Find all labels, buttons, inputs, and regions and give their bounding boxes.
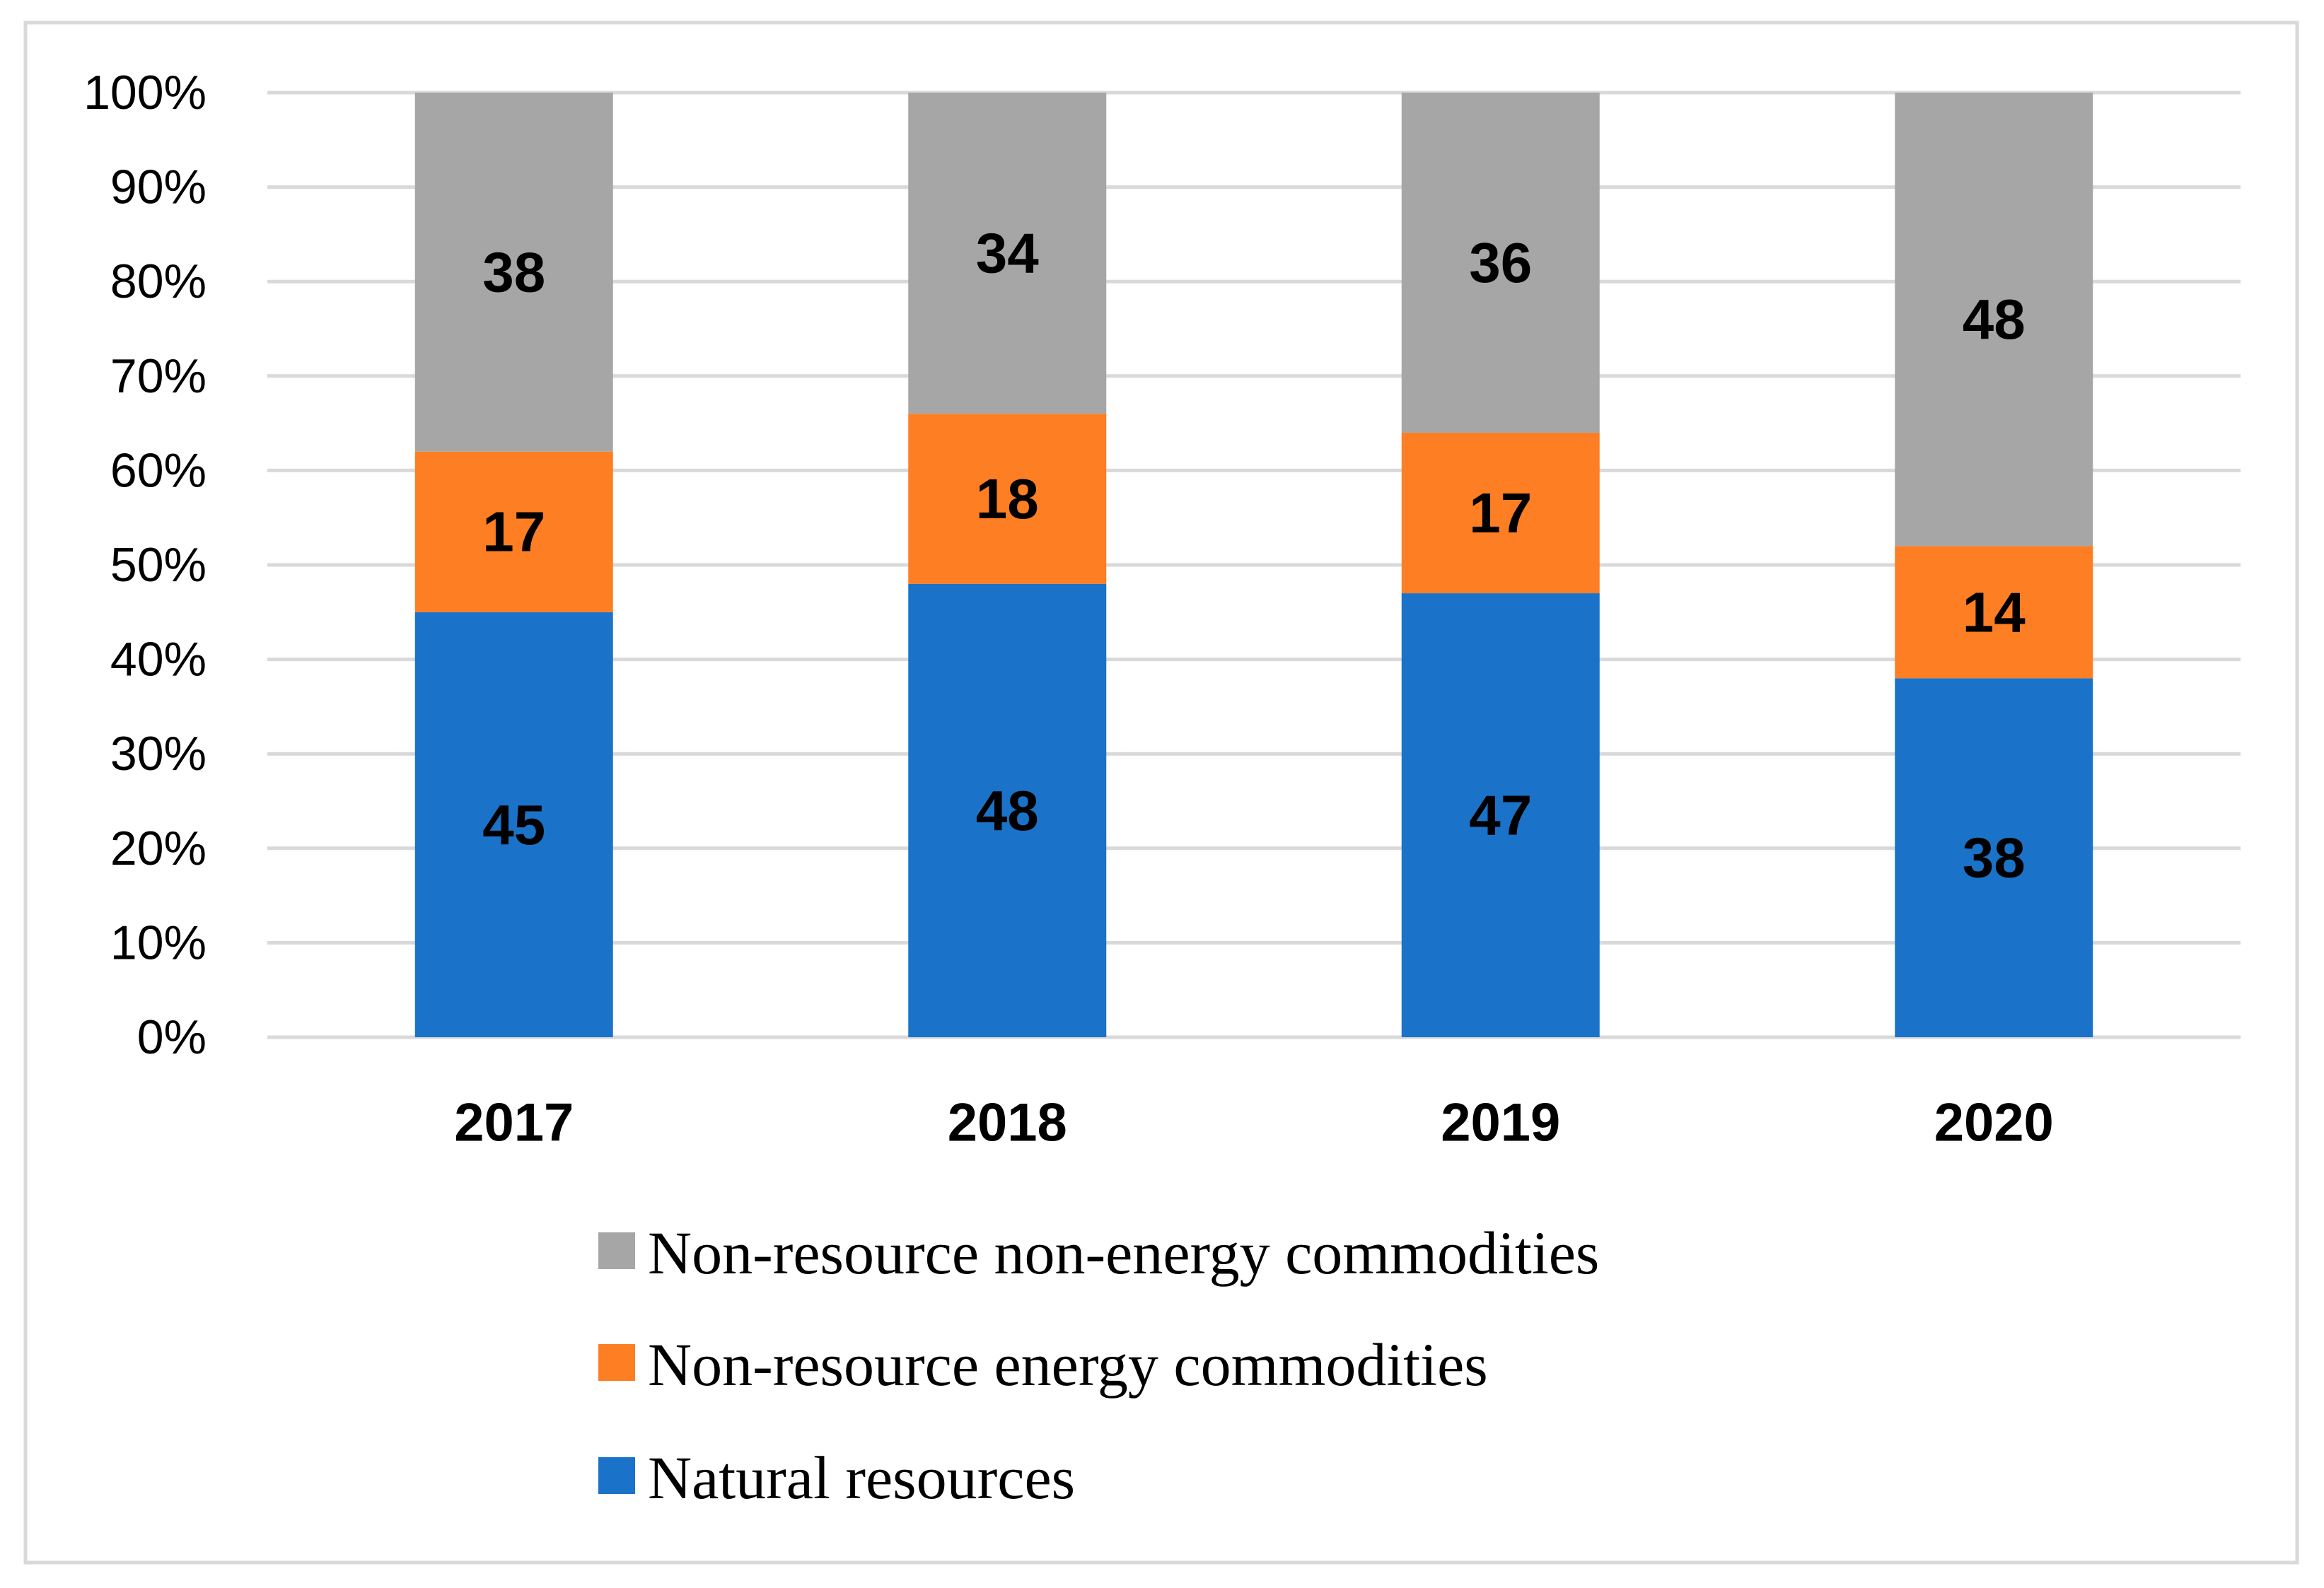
x-axis: 2017 2018 2019 2020: [454, 1093, 2054, 1153]
data-label: 38: [482, 240, 545, 303]
bar-segment: [1895, 93, 2093, 547]
bar-segment: [908, 583, 1107, 1037]
y-tick-label: 80%: [110, 255, 207, 308]
legend-swatch: [598, 1344, 635, 1381]
x-tick-label: 2020: [1934, 1093, 2054, 1153]
x-tick-label: 2018: [948, 1093, 1067, 1153]
y-axis: 0% 10% 20% 30% 40% 50% 60% 70% 80% 90% 100%: [83, 66, 207, 1064]
data-labels: 45 17 38 48 18 34 47 17 36 38 14 48: [482, 222, 2026, 889]
data-label: 17: [482, 501, 545, 564]
data-label: 48: [1963, 288, 2026, 351]
y-tick-label: 70%: [110, 349, 207, 403]
bar-segment: [908, 414, 1107, 584]
data-label: 36: [1469, 231, 1532, 294]
legend-label: Non-resource non-energy commodities: [648, 1219, 1599, 1287]
y-tick-label: 0%: [137, 1010, 207, 1064]
data-label: 47: [1469, 784, 1532, 847]
legend-swatch: [598, 1457, 635, 1494]
y-tick-label: 60%: [110, 443, 207, 497]
bar-segment: [414, 451, 613, 612]
x-tick-label: 2017: [454, 1093, 574, 1153]
y-tick-label: 10%: [110, 916, 207, 969]
bar-segment: [908, 93, 1107, 414]
bar-segment: [1895, 678, 2093, 1037]
bar-segment: [1401, 93, 1600, 433]
bar-segment: [1895, 546, 2093, 679]
y-tick-label: 30%: [110, 727, 207, 781]
bar-segment: [414, 93, 613, 452]
data-label: 17: [1469, 481, 1532, 544]
y-tick-label: 40%: [110, 633, 207, 687]
data-label: 45: [482, 793, 545, 856]
legend: Non-resource non-energy commodities Non-r…: [598, 1219, 1599, 1512]
bars: [414, 93, 2093, 1037]
data-label: 48: [976, 779, 1039, 842]
y-tick-label: 90%: [110, 160, 207, 214]
data-label: 14: [1963, 580, 2026, 643]
bar-segment: [1401, 432, 1600, 594]
y-tick-label: 50%: [110, 538, 207, 592]
data-label: 18: [976, 467, 1039, 530]
legend-label: Natural resources: [648, 1444, 1075, 1512]
legend-swatch: [598, 1232, 635, 1269]
y-tick-label: 20%: [110, 822, 207, 875]
x-tick-label: 2019: [1441, 1093, 1560, 1153]
data-label: 38: [1963, 827, 2026, 889]
bar-segment: [414, 612, 613, 1037]
legend-label: Non-resource energy commodities: [648, 1331, 1488, 1399]
bar-segment: [1401, 593, 1600, 1037]
y-tick-label: 100%: [83, 66, 207, 119]
data-label: 34: [976, 222, 1039, 285]
